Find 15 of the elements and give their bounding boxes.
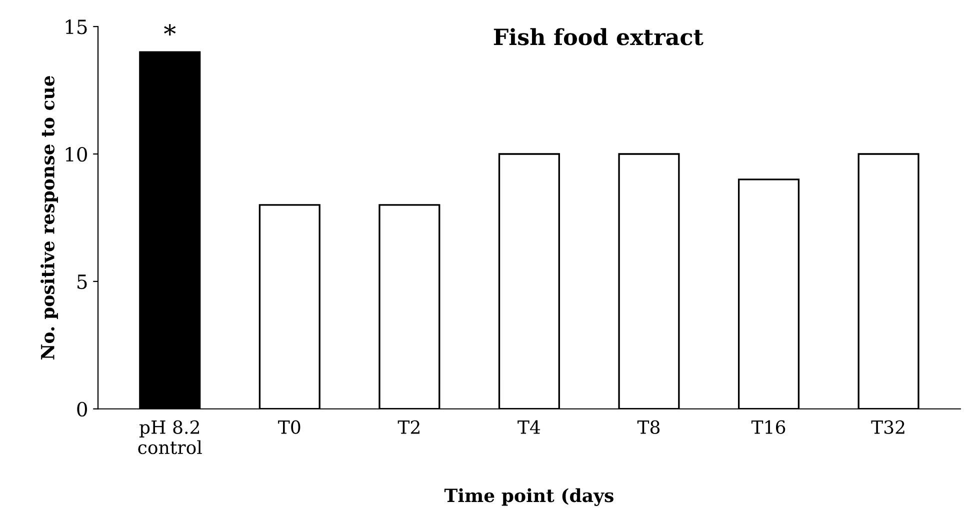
x-tick-label: T32 xyxy=(871,420,904,434)
x-tick-label: T16 xyxy=(751,420,786,434)
y-tick-label: 15 xyxy=(66,20,87,34)
y-tick-label: 5 xyxy=(78,274,87,290)
chart-title: Fish food extract xyxy=(494,28,704,46)
x-tick-label: T8 xyxy=(637,420,660,434)
y-tick-label: 10 xyxy=(66,146,87,162)
y-tick-label: 0 xyxy=(77,402,87,417)
x-tick-label: T2 xyxy=(398,420,420,434)
annotation: * xyxy=(164,24,176,36)
y-axis-title: No. positive response to cue xyxy=(40,76,58,360)
x-tick-label: T0 xyxy=(278,420,300,434)
x-axis-title: Time point (days xyxy=(444,488,614,506)
x-tick-label: pH 8.2 control xyxy=(138,420,202,454)
x-tick-label: T4 xyxy=(518,420,540,434)
